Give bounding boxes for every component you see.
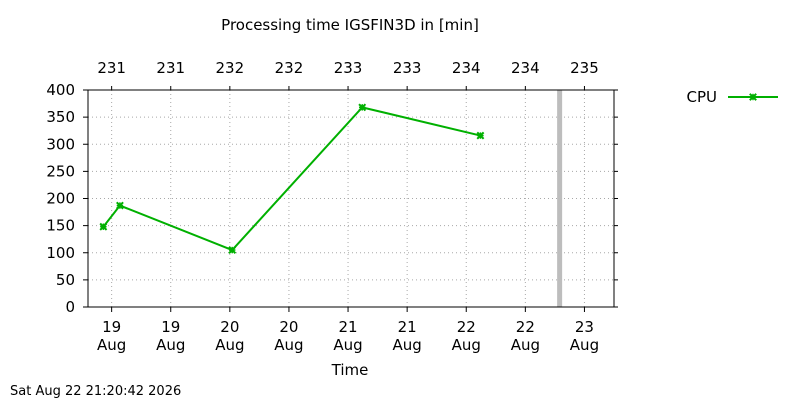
y-tick-label: 50: [56, 271, 75, 289]
plot-frame: [87, 89, 615, 308]
x-tick-label: 23 Aug: [570, 318, 599, 354]
data-point-cpu: [358, 103, 367, 112]
legend-label-cpu: CPU: [687, 88, 718, 106]
x-axis-title: Time: [331, 361, 369, 379]
y-tick-label: 0: [65, 298, 75, 316]
x2-tick-label: 231: [97, 59, 126, 77]
x2-tick-label: 232: [275, 59, 304, 77]
y-tick-label: 150: [46, 217, 75, 235]
y-tick-label: 200: [46, 190, 75, 208]
x-axis: 19 Aug 19 Aug 20 Aug 20 Aug 21 Aug 21 Aug 22 Aug 22 Aug…: [97, 307, 599, 354]
x-tick-label: 20 Aug: [215, 318, 244, 354]
x-tick-label: 19 Aug: [156, 318, 185, 354]
x2-tick-label: 232: [216, 59, 245, 77]
series-layer: [99, 103, 485, 254]
y-tick-label: 250: [46, 162, 75, 180]
x2-tick-label: 231: [156, 59, 185, 77]
grid: [88, 90, 614, 307]
x-tick-label: 21 Aug: [333, 318, 362, 354]
legend-marker-cross: [749, 93, 757, 101]
time-marker-band: [557, 90, 563, 307]
x-tick-label: 21 Aug: [392, 318, 421, 354]
y-tick-label: 400: [46, 81, 75, 99]
x2-tick-label: 233: [393, 59, 422, 77]
y-tick-label: 300: [46, 135, 75, 153]
x2-axis: 231 231 232 232 233 233 234 234 235: [97, 59, 599, 90]
series-line-cpu: [102, 106, 481, 252]
data-point-cpu: [476, 131, 485, 140]
x-tick-label: 20 Aug: [274, 318, 303, 354]
x2-tick-label: 235: [570, 59, 599, 77]
y-axis: 0 50 100 150 200 250 300 350 400: [46, 81, 618, 316]
legend-marker-cpu: [749, 93, 757, 101]
x2-tick-label: 233: [334, 59, 363, 77]
y-tick-label: 100: [46, 244, 75, 262]
x-tick-label: 19 Aug: [97, 318, 126, 354]
legend: CPU: [687, 88, 778, 106]
chart-title: Processing time IGSFIN3D in [min]: [221, 16, 479, 34]
y-tick-label: 350: [46, 108, 75, 126]
marker-band: [557, 90, 563, 307]
data-point-cpu: [228, 246, 237, 254]
x2-tick-label: 234: [452, 59, 481, 77]
x-tick-label: 22 Aug: [511, 318, 540, 354]
x-tick-label: 22 Aug: [452, 318, 481, 354]
x2-tick-label: 234: [511, 59, 540, 77]
footer-timestamp: Sat Aug 22 21:20:42 2026: [10, 384, 181, 399]
data-point-cpu: [99, 222, 108, 231]
data-point-cpu: [116, 201, 124, 210]
